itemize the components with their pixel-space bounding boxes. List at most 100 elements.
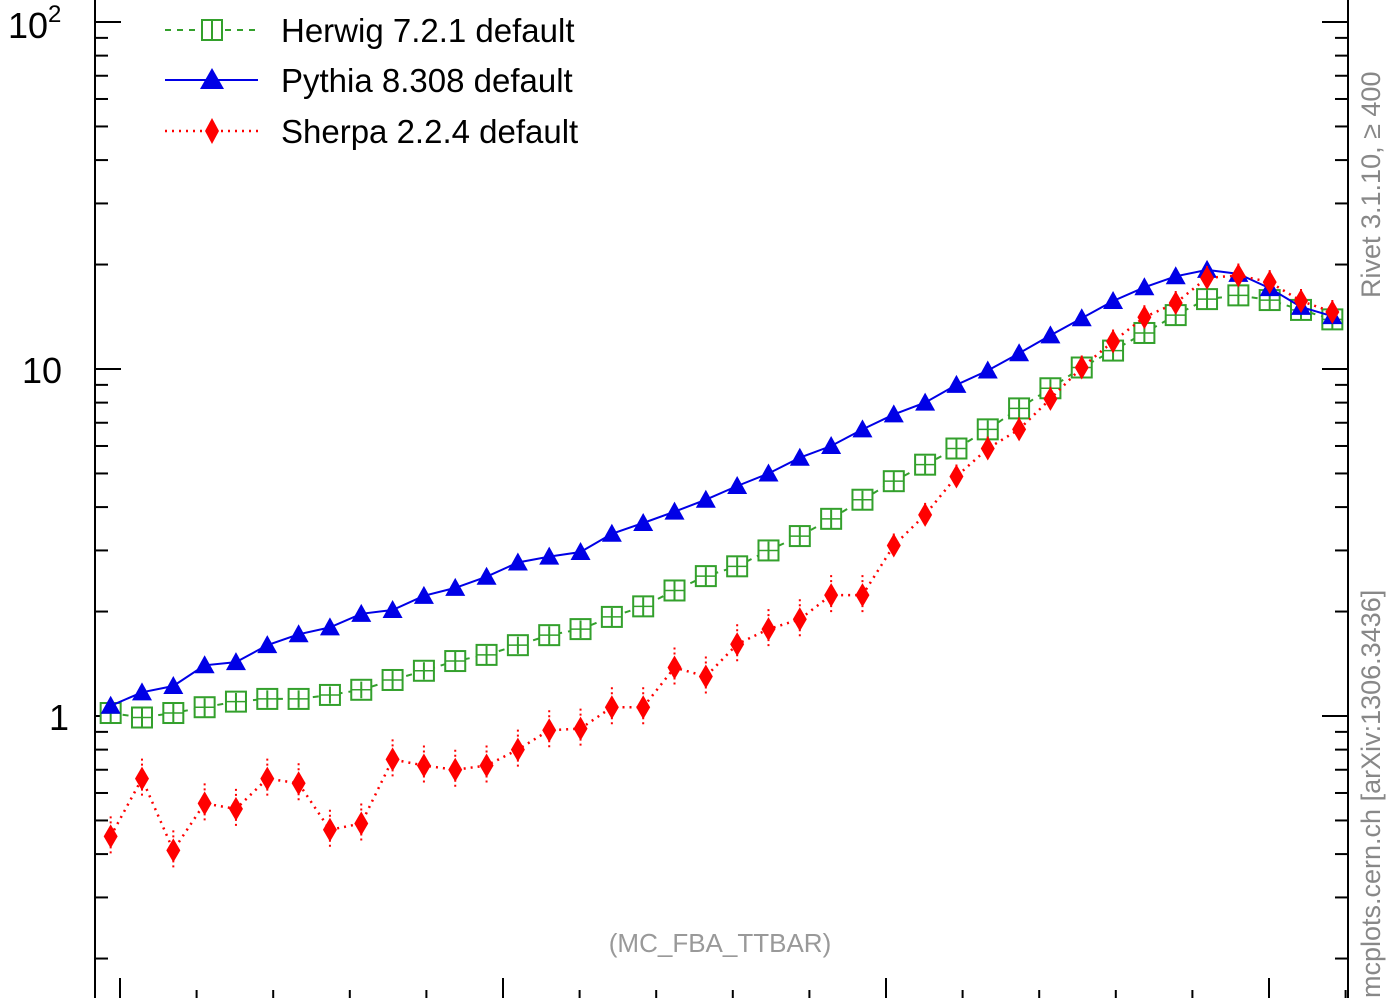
pythia-point — [664, 501, 685, 520]
legend-sherpa-marker — [205, 118, 219, 144]
sherpa-point — [667, 655, 682, 680]
sherpa-point — [1137, 305, 1152, 330]
sherpa-point — [730, 632, 745, 657]
pythia-point — [727, 476, 748, 495]
sherpa-point — [166, 838, 181, 863]
pythia-point — [1134, 277, 1155, 296]
pythia-point — [883, 404, 904, 423]
y-tick-label-10: 10 — [22, 350, 62, 391]
sherpa-point — [416, 753, 431, 778]
pythia-point — [257, 635, 278, 654]
y-ticks — [95, 21, 1348, 960]
sherpa-point — [260, 766, 275, 791]
sherpa-point — [1168, 290, 1183, 315]
legend-item-herwig: Herwig 7.2.1 default — [165, 12, 575, 49]
pythia-point — [946, 374, 967, 393]
sherpa-point — [542, 718, 557, 743]
sherpa-point — [1043, 386, 1058, 411]
y-tick-label-100-exponent: 2 — [48, 1, 61, 28]
sherpa-point — [636, 695, 651, 720]
sherpa-point — [228, 796, 243, 821]
sherpa-point — [448, 757, 463, 782]
pythia-point — [1009, 343, 1030, 362]
side-label-rivet: Rivet 3.1.10, ≥ 400 — [1356, 72, 1386, 298]
y-tick-label-100: 102 — [8, 1, 61, 46]
sherpa-point — [1106, 329, 1121, 354]
pythia-point — [1071, 308, 1092, 327]
sherpa-point — [322, 817, 337, 842]
sherpa-point — [824, 583, 839, 608]
pythia-point — [915, 392, 936, 411]
sherpa-point — [855, 583, 870, 608]
pythia-point — [445, 577, 466, 596]
pythia-point — [225, 652, 246, 671]
sherpa-point — [1200, 265, 1215, 290]
pythia-point — [821, 435, 842, 454]
pythia-point — [1165, 266, 1186, 285]
side-label-mcplots: mcplots.cern.ch [arXiv:1306.3436] — [1356, 590, 1386, 998]
sherpa-point — [1231, 263, 1246, 288]
pythia-point — [288, 624, 309, 643]
pythia-point — [413, 585, 434, 604]
legend-sherpa-label: Sherpa 2.2.4 default — [281, 113, 578, 150]
sherpa-point — [479, 753, 494, 778]
y-tick-labels: 102 10 1 — [8, 1, 69, 738]
pythia-point — [570, 541, 591, 560]
sherpa-point — [698, 664, 713, 689]
series-pythia-line — [110, 268, 1333, 707]
sherpa-point — [197, 791, 212, 816]
sherpa-point — [761, 617, 776, 642]
legend-item-pythia: Pythia 8.308 default — [165, 62, 573, 99]
series-pythia — [100, 259, 1343, 714]
analysis-annotation: (MC_FBA_TTBAR) — [609, 928, 831, 958]
pythia-point — [633, 512, 654, 531]
pythia-point — [789, 447, 810, 466]
sherpa-point — [510, 737, 525, 762]
legend-pythia-label: Pythia 8.308 default — [281, 62, 573, 99]
sherpa-point — [103, 824, 118, 849]
pythia-point — [131, 682, 152, 701]
pythia-point — [1040, 325, 1061, 344]
pythia-point — [351, 603, 372, 622]
pythia-point — [163, 676, 184, 695]
legend-pythia-marker — [200, 68, 224, 89]
pythia-point — [194, 655, 215, 674]
series-sherpa-line — [109, 274, 1333, 854]
sherpa-point — [1262, 270, 1277, 295]
sherpa-point — [949, 464, 964, 489]
sherpa-point — [385, 747, 400, 772]
pythia-point — [977, 360, 998, 379]
sherpa-point — [354, 811, 369, 836]
plot-frame — [94, 0, 1349, 998]
sherpa-point — [1325, 299, 1340, 324]
series-layer — [99, 259, 1344, 871]
sherpa-point — [1294, 289, 1309, 314]
y-tick-label-1: 1 — [49, 697, 69, 738]
pythia-point — [319, 617, 340, 636]
sherpa-point — [134, 766, 149, 791]
sherpa-point — [1074, 355, 1089, 380]
pythia-point — [758, 463, 779, 482]
pythia-point — [539, 546, 560, 565]
sherpa-point — [573, 716, 588, 741]
sherpa-point — [886, 533, 901, 558]
series-herwig — [99, 284, 1344, 729]
x-ticks — [119, 978, 1347, 998]
pythia-point — [476, 566, 497, 585]
series-herwig-line — [110, 294, 1333, 719]
pythia-point — [601, 523, 622, 542]
sherpa-point — [291, 771, 306, 796]
sherpa-point — [980, 436, 995, 461]
sherpa-point — [604, 695, 619, 720]
legend: Herwig 7.2.1 default Pythia 8.308 defaul… — [165, 12, 578, 150]
y-tick-label-100-base: 10 — [8, 5, 48, 46]
sherpa-point — [792, 607, 807, 632]
pythia-point — [852, 419, 873, 438]
pythia-point — [507, 552, 528, 571]
sherpa-point — [918, 502, 933, 527]
pythia-point — [100, 695, 121, 714]
sherpa-point — [1012, 417, 1027, 442]
pythia-point — [382, 600, 403, 619]
legend-item-sherpa: Sherpa 2.2.4 default — [165, 113, 578, 150]
